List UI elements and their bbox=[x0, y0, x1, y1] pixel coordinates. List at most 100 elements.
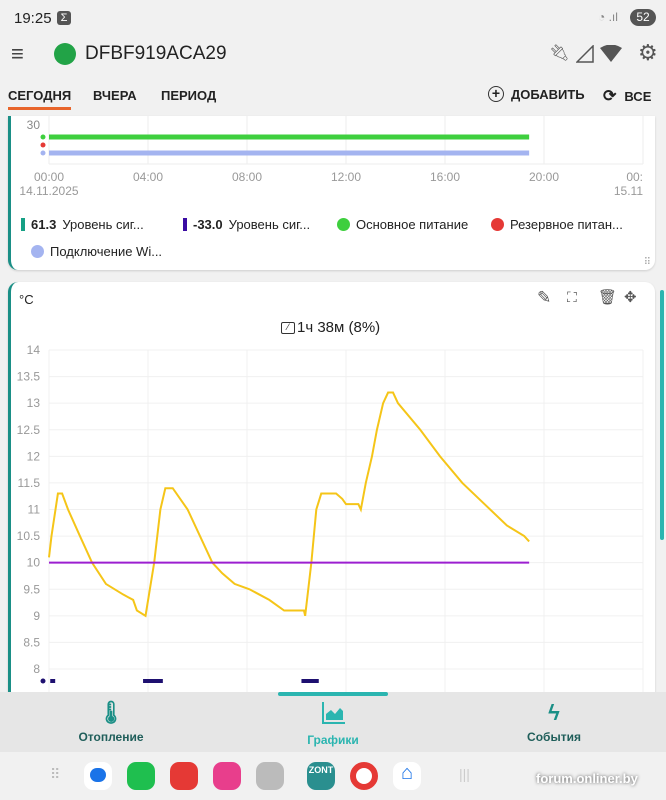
tab-period[interactable]: ПЕРИОД bbox=[161, 88, 217, 103]
y-tick-label: 30 bbox=[27, 118, 41, 132]
x-tick-label: 00: bbox=[626, 170, 643, 184]
chart-subtitle: ⁄ 1ч 38м (8%) bbox=[281, 319, 380, 336]
legend-item[interactable]: Резервное питан... bbox=[491, 217, 623, 232]
nav-events[interactable]: ϟ События bbox=[494, 700, 614, 744]
phone-app-icon[interactable] bbox=[127, 762, 155, 790]
zont-app-icon[interactable]: ZONT bbox=[307, 762, 335, 790]
status-chart-card: 30 00:00 04:00 08:00 12:00 16:00 20:00 00: 14.11… bbox=[8, 116, 655, 270]
chrome-app-icon[interactable] bbox=[350, 762, 378, 790]
x-tick-label: 12:00 bbox=[331, 170, 361, 184]
menu-icon[interactable]: ≡ bbox=[11, 41, 24, 66]
add-label: ДОБАВИТЬ bbox=[511, 86, 585, 102]
nav-heating[interactable]: 🌡︎ Отопление bbox=[51, 700, 171, 744]
x-tick-label: 16:00 bbox=[430, 170, 460, 184]
temperature-chart-card: °C ✎ ⛶ 🗑︎ ✥ ⁄ 1ч 38м (8%) 14 13.5 13 12.5 12 1… bbox=[8, 282, 655, 702]
legend-dot-icon bbox=[31, 245, 44, 258]
series-marker bbox=[40, 150, 46, 156]
camera-app-icon[interactable] bbox=[256, 762, 284, 790]
fullscreen-icon[interactable]: ⛶ bbox=[567, 289, 577, 305]
cell-signal-icon bbox=[576, 45, 594, 63]
status-chart: 30 00:00 04:00 08:00 12:00 16:00 20:00 00: 14.11… bbox=[19, 116, 644, 198]
x-tick-label: 20:00 bbox=[529, 170, 559, 184]
thermometer-icon: 🌡︎ bbox=[97, 700, 125, 725]
legend-label: Резервное питан... bbox=[510, 217, 623, 232]
edit-pencil-icon[interactable]: ✎ bbox=[537, 288, 552, 307]
all-button[interactable]: ⟳ ВСЕ bbox=[603, 86, 651, 106]
series-marker bbox=[40, 134, 46, 140]
online-status-dot bbox=[54, 43, 76, 65]
y-tick-label: 13 bbox=[27, 396, 41, 410]
y-tick-label: 8.5 bbox=[23, 635, 40, 649]
tab-today[interactable]: СЕГОДНЯ bbox=[8, 88, 72, 110]
wifi-signal-icon: ◔ .ıl bbox=[598, 10, 618, 24]
legend-label: Уровень сиг... bbox=[228, 217, 311, 232]
y-tick-label: 10 bbox=[27, 556, 41, 570]
temperature-line bbox=[48, 391, 530, 618]
wifi-icon bbox=[600, 45, 622, 62]
period-tabs: СЕГОДНЯ ВЧЕРА ПЕРИОД + ДОБАВИТЬ ⟳ ВСЕ bbox=[0, 80, 666, 112]
all-label: ВСЕ bbox=[624, 88, 652, 104]
legend-item[interactable]: 61.3 Уровень сиг... bbox=[21, 217, 144, 232]
sigma-icon: Σ bbox=[57, 11, 71, 25]
legend-label: Уровень сиг... bbox=[62, 217, 144, 232]
legend-item[interactable]: -33.0 Уровень сиг... bbox=[183, 217, 310, 232]
x-tick-label: 00:00 bbox=[34, 170, 64, 184]
series-marker bbox=[40, 142, 46, 148]
y-tick-label: 10.5 bbox=[17, 529, 41, 543]
gallery-app-icon[interactable] bbox=[213, 762, 241, 790]
legend-value: -33.0 bbox=[193, 217, 223, 232]
y-tick-label: 11 bbox=[28, 503, 41, 517]
chart-icon bbox=[322, 702, 345, 724]
legend-item[interactable]: Подключение Wi... bbox=[31, 244, 162, 259]
y-tick-label: 12.5 bbox=[17, 423, 41, 437]
recents-icon[interactable]: ||| bbox=[459, 766, 470, 782]
resize-handle-icon[interactable]: ⠿ bbox=[643, 257, 651, 268]
app-header: ≡ DFBF919ACA29 🔌︎ ⚙ bbox=[0, 36, 666, 74]
x-tick-label: 08:00 bbox=[232, 170, 262, 184]
legend-label: Основное питание bbox=[356, 217, 469, 232]
legend-bar-icon bbox=[183, 218, 187, 231]
burner-marker bbox=[40, 678, 46, 684]
tab-yesterday[interactable]: ВЧЕРА bbox=[93, 88, 137, 103]
battery-badge: 52 bbox=[630, 9, 656, 26]
burner-on-segment bbox=[50, 679, 56, 683]
clock: 19:25 bbox=[14, 10, 52, 27]
nav-events-label: События bbox=[527, 730, 581, 744]
legend-dot-icon bbox=[337, 218, 350, 231]
notes-app-icon[interactable] bbox=[170, 762, 198, 790]
nav-charts[interactable]: Графики bbox=[273, 700, 393, 747]
unit-label: °C bbox=[19, 292, 34, 307]
duty-cycle-text: 1ч 38м (8%) bbox=[297, 319, 381, 336]
active-tab-indicator bbox=[278, 692, 388, 696]
home-app-icon[interactable]: ⌂ bbox=[393, 762, 421, 790]
legend-item[interactable]: Основное питание bbox=[337, 217, 468, 232]
legend-bar-icon bbox=[21, 218, 25, 231]
plug-icon: 🔌︎ bbox=[549, 45, 570, 62]
page-scrollbar[interactable] bbox=[660, 290, 664, 540]
plus-circle-icon: + bbox=[488, 86, 504, 102]
messages-app-icon[interactable] bbox=[84, 762, 112, 790]
y-tick-label: 13.5 bbox=[17, 370, 41, 384]
x-tick-label: 04:00 bbox=[133, 170, 163, 184]
burner-on-segment bbox=[301, 679, 319, 683]
refresh-icon: ⟳ bbox=[603, 88, 617, 105]
device-title: DFBF919ACA29 bbox=[85, 43, 227, 64]
settings-gear-icon[interactable]: ⚙ bbox=[638, 40, 658, 65]
duty-cycle-icon: ⁄ bbox=[281, 321, 295, 334]
delete-trash-icon[interactable]: 🗑︎ bbox=[598, 289, 618, 306]
legend-value: 61.3 bbox=[31, 217, 57, 232]
y-tick-label: 9 bbox=[33, 609, 40, 623]
lightning-icon: ϟ bbox=[548, 700, 560, 725]
burner-on-segment bbox=[143, 679, 163, 683]
y-tick-label: 11.5 bbox=[18, 476, 41, 490]
temperature-chart: 14 13.5 13 12.5 12 11.5 11 10.5 10 9.5 9 8.5 8 bbox=[17, 343, 644, 692]
nav-heating-label: Отопление bbox=[78, 730, 144, 744]
x-date-label: 14.11.2025 bbox=[19, 184, 78, 198]
app-drawer-icon[interactable]: ⠿ bbox=[50, 766, 61, 782]
bottom-nav: 🌡︎ Отопление Графики ϟ События bbox=[0, 692, 666, 752]
y-tick-label: 8 bbox=[33, 662, 40, 676]
move-drag-icon[interactable]: ✥ bbox=[624, 289, 637, 306]
legend-label: Подключение Wi... bbox=[50, 244, 163, 259]
watermark: forum.onliner.by bbox=[536, 771, 638, 786]
add-button[interactable]: + ДОБАВИТЬ bbox=[488, 86, 585, 102]
